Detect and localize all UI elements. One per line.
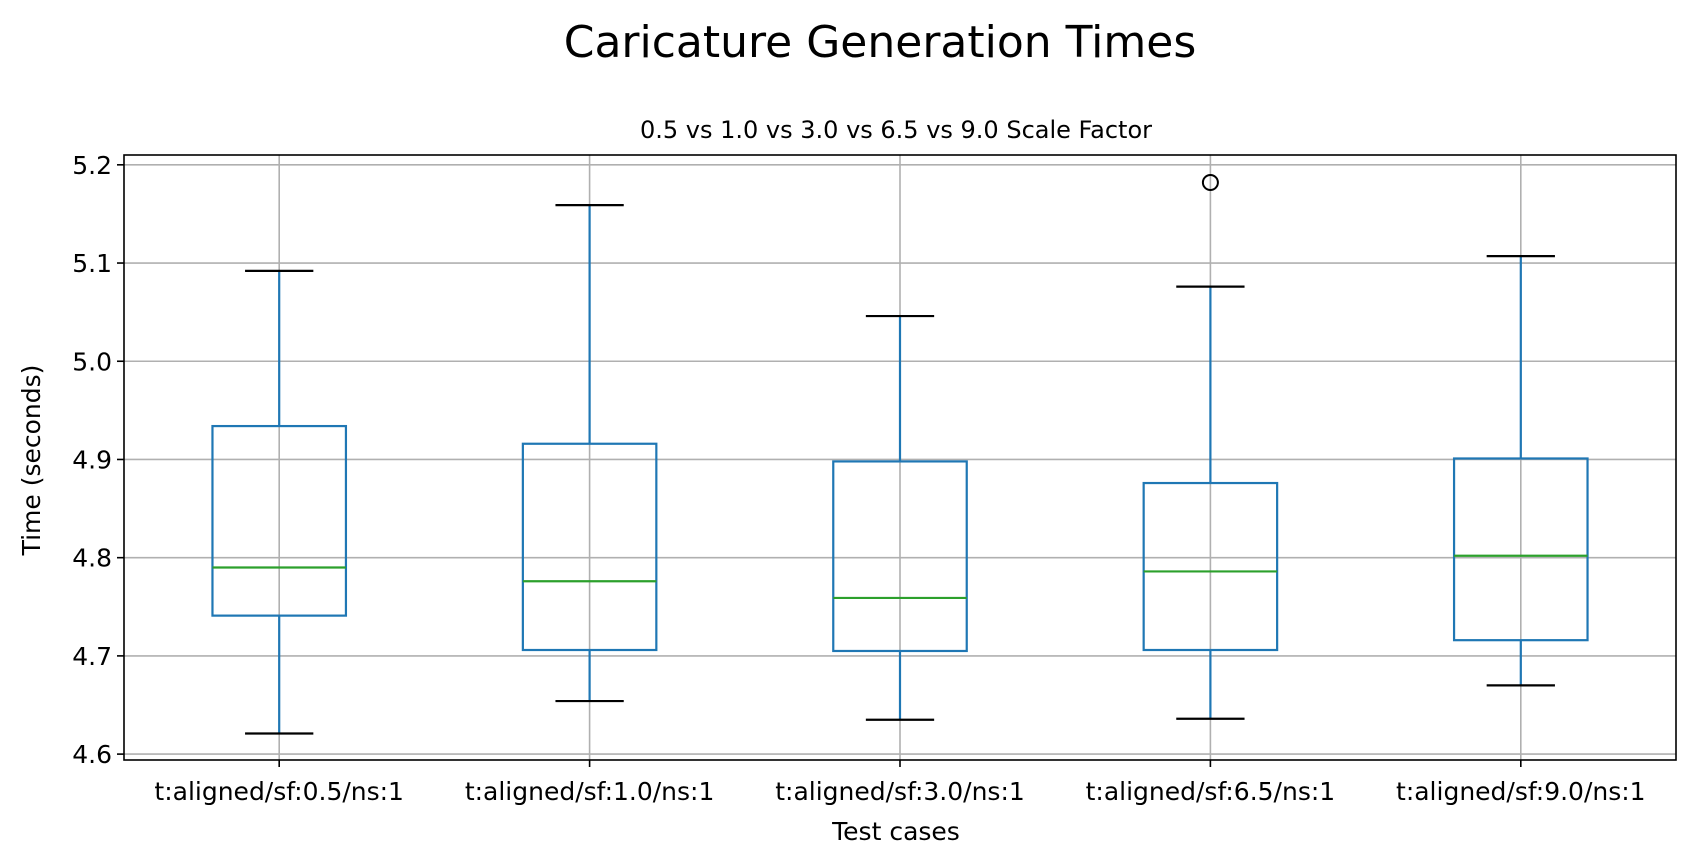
box-group [1452, 255, 1589, 687]
x-axis-ticks: t:aligned/sf:0.5/ns:1 t:aligned/sf:1.0/ns… [154, 760, 1646, 806]
x-tick-label: t:aligned/sf:1.0/ns:1 [465, 777, 715, 806]
box-iqr [832, 460, 968, 653]
chart-suptitle: Caricature Generation Times [564, 17, 1197, 68]
x-tick-label: t:aligned/sf:9.0/ns:1 [1396, 777, 1646, 806]
box-iqr [211, 424, 348, 617]
x-tick-label: t:aligned/sf:6.5/ns:1 [1086, 777, 1336, 806]
y-tick-label: 5.1 [72, 249, 112, 278]
y-tick-label: 5.0 [72, 347, 112, 376]
y-tick-label: 5.2 [72, 151, 112, 180]
x-tick-label: t:aligned/sf:0.5/ns:1 [154, 777, 404, 806]
box-group [1142, 174, 1279, 720]
y-axis-ticks: 4.6 4.7 4.8 4.9 5.0 5.1 5.2 [72, 151, 124, 769]
box-group [521, 203, 658, 703]
box-iqr [1142, 481, 1279, 652]
boxplot-series [211, 174, 1589, 735]
chart-title: 0.5 vs 1.0 vs 3.0 vs 6.5 vs 9.0 Scale Fa… [640, 116, 1152, 144]
box-group [832, 314, 968, 721]
y-tick-label: 4.8 [72, 544, 112, 573]
y-tick-label: 4.6 [72, 740, 112, 769]
box-iqr [521, 442, 658, 652]
y-axis-label: Time (seconds) [17, 365, 46, 557]
box-iqr [1452, 457, 1589, 642]
outlier-point [1201, 174, 1219, 191]
y-tick-label: 4.9 [72, 445, 112, 474]
y-tick-label: 4.7 [72, 642, 112, 671]
x-axis-label: Test cases [831, 817, 960, 846]
x-tick-label: t:aligned/sf:3.0/ns:1 [775, 777, 1025, 806]
box-group [211, 269, 348, 735]
